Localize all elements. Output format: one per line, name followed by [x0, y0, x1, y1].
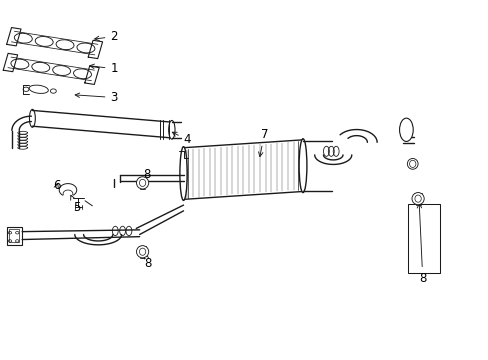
Ellipse shape	[136, 246, 148, 258]
Text: 1: 1	[90, 62, 118, 75]
Text: 8: 8	[416, 203, 426, 285]
Ellipse shape	[299, 139, 306, 193]
Text: 4: 4	[172, 132, 191, 146]
Ellipse shape	[399, 118, 412, 141]
Text: 5: 5	[70, 195, 80, 215]
Text: 8: 8	[144, 254, 152, 270]
Text: 6: 6	[53, 179, 61, 192]
Bar	[9, 229, 19, 242]
Bar	[6, 226, 22, 244]
Text: 7: 7	[258, 127, 267, 157]
Text: 3: 3	[75, 91, 118, 104]
Text: 8: 8	[142, 168, 151, 184]
Ellipse shape	[411, 193, 423, 205]
Ellipse shape	[407, 158, 417, 169]
Ellipse shape	[180, 147, 187, 201]
Text: 2: 2	[95, 30, 118, 43]
Bar	[407, 204, 439, 273]
Ellipse shape	[136, 177, 148, 189]
